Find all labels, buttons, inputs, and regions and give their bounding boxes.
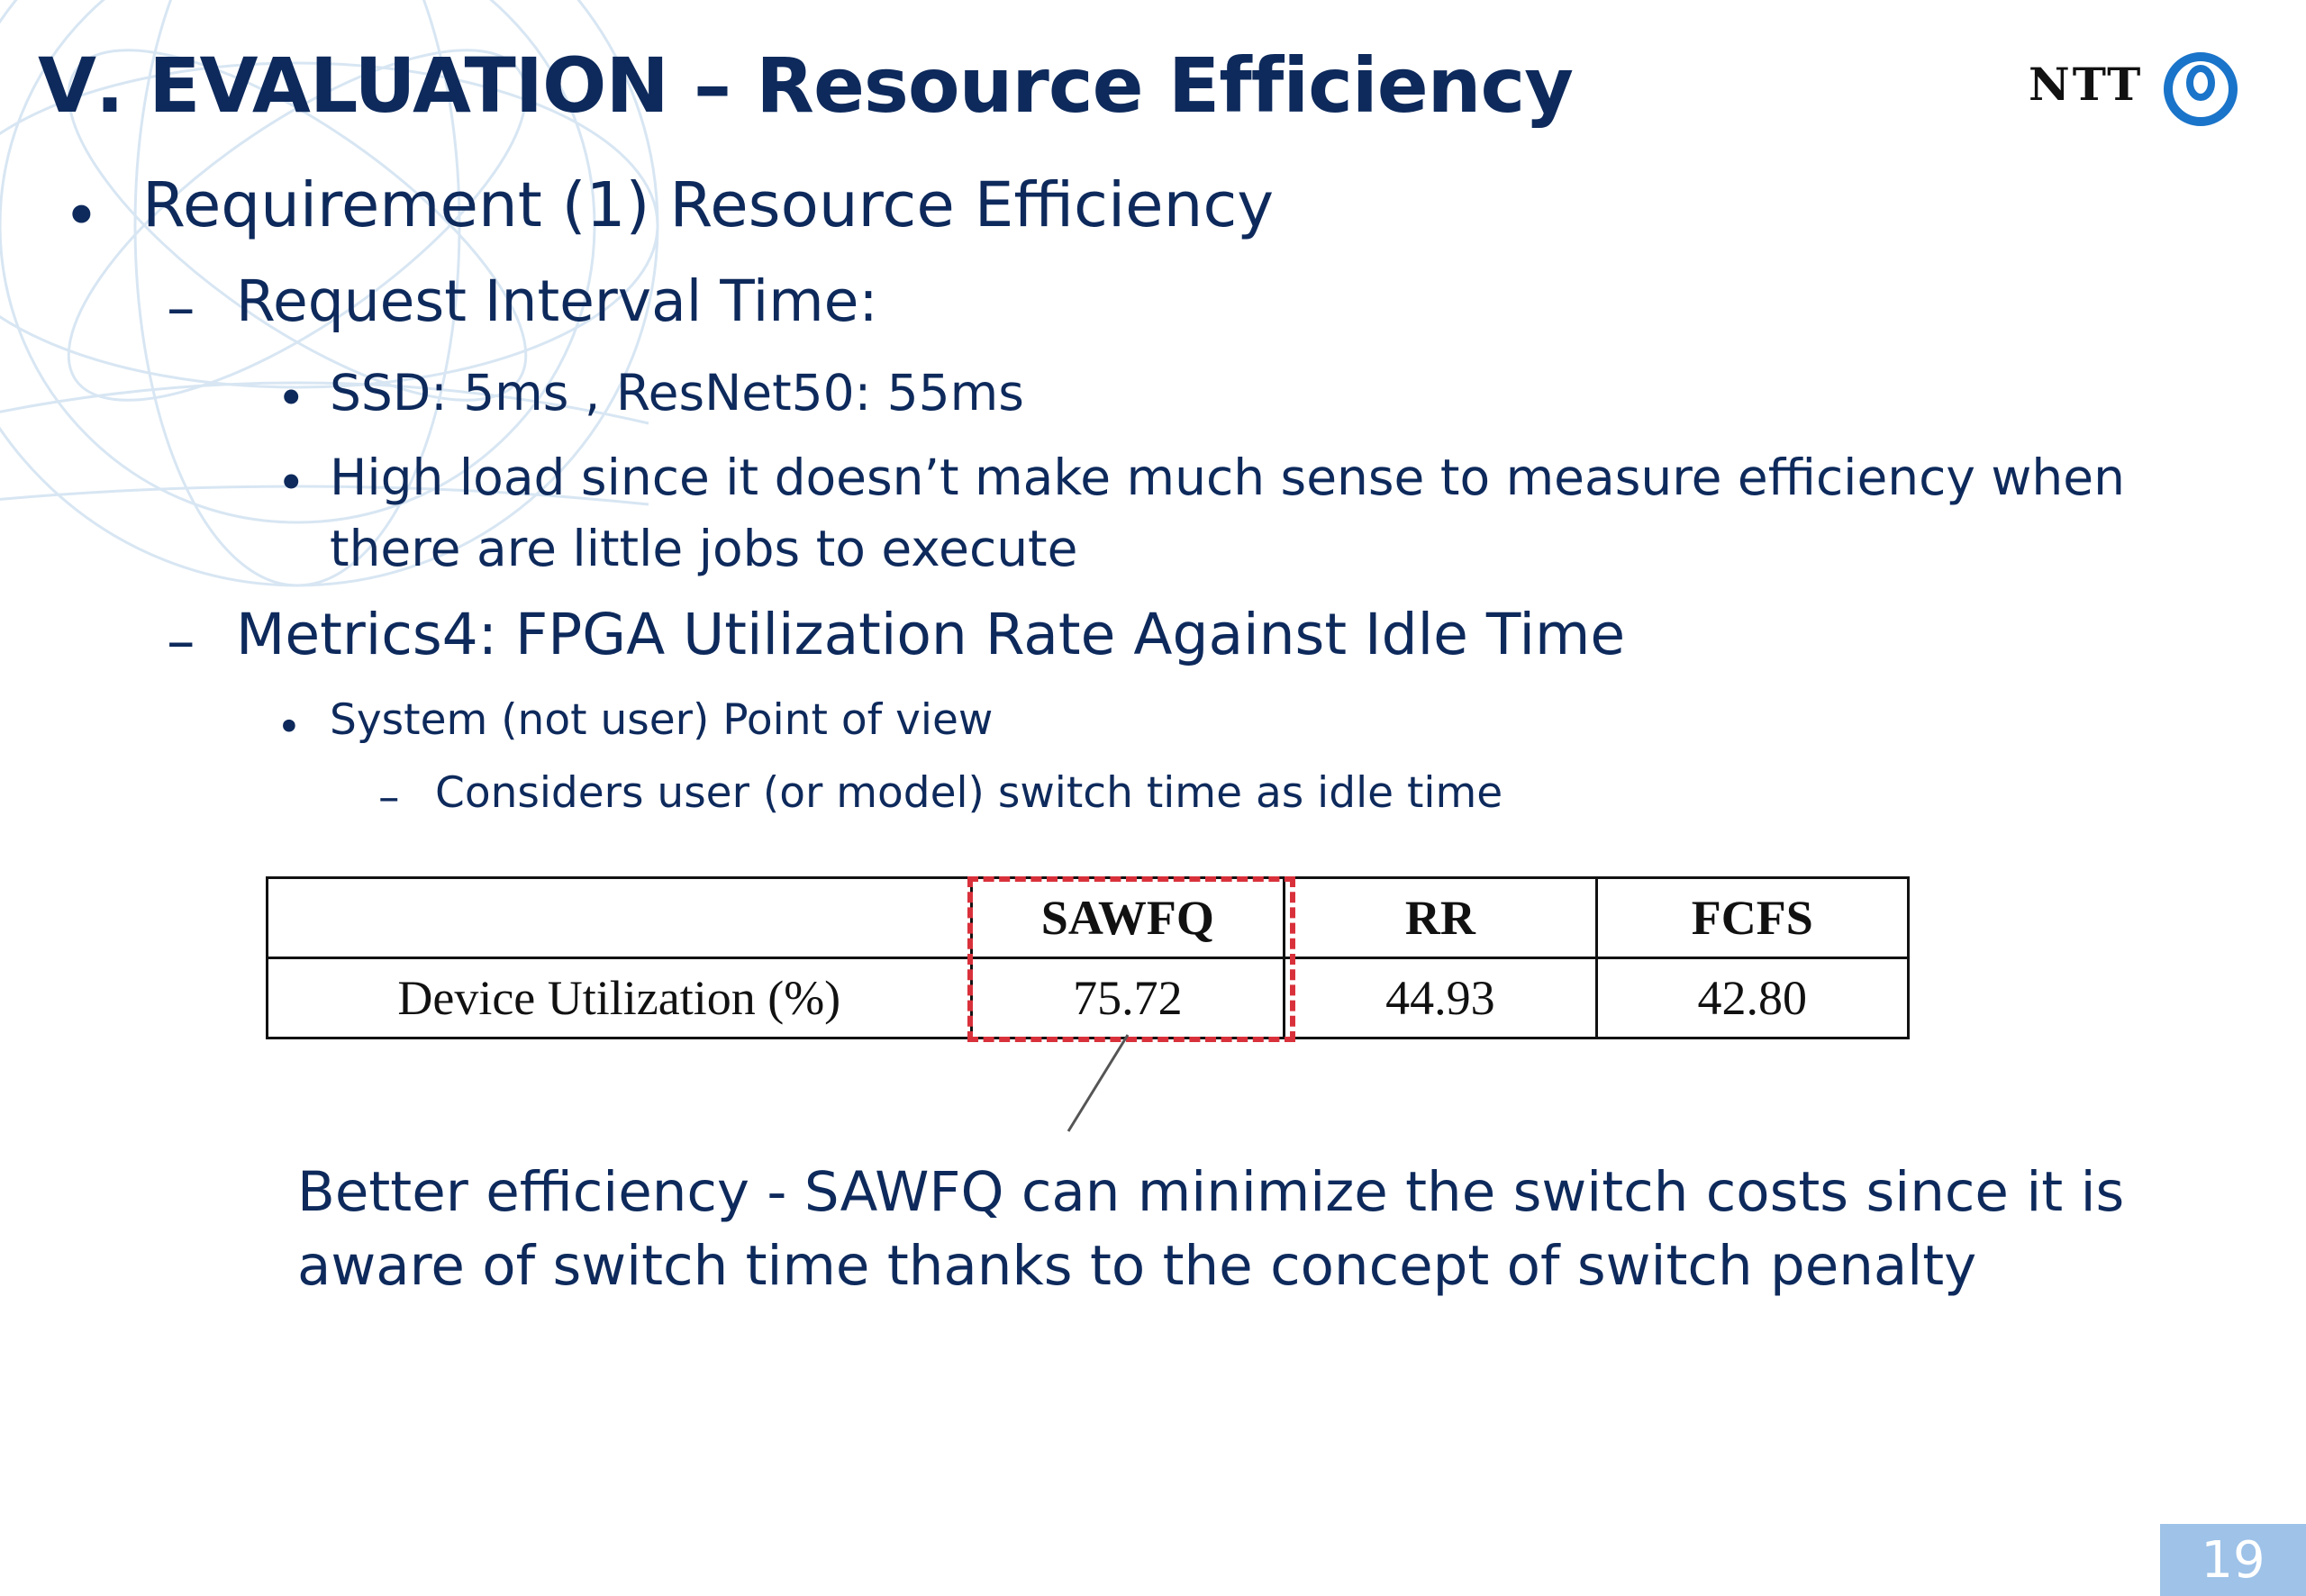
- table-row: Device Utilization (%) 75.72 44.93 42.80: [266, 957, 1911, 1039]
- system-view-bullet: System (not user) Point of view: [330, 695, 994, 745]
- table-header-empty: [266, 876, 973, 959]
- row-label: Device Utilization (%): [266, 957, 973, 1039]
- callout-line-1: Better efficiency - SAWFQ can minimize t…: [297, 1160, 2125, 1224]
- bullet-dot-icon: •: [63, 180, 100, 252]
- table-header-rr: RR: [1283, 876, 1598, 959]
- sawfq-highlight-box: [967, 876, 1295, 1042]
- high-load-line-2: there are little jobs to execute: [330, 520, 1078, 577]
- dash-icon: –: [167, 608, 195, 674]
- utilization-table: SAWFQ RR FCFS Device Utilization (%) 75.…: [266, 876, 1911, 1039]
- ntt-logo-mark-icon: [2164, 52, 2238, 126]
- globe-watermark: [0, 0, 659, 587]
- value-fcfs: 42.80: [1594, 957, 1911, 1039]
- high-load-line-1: High load since it doesn’t make much sen…: [330, 449, 2125, 506]
- dash-icon: –: [378, 773, 400, 822]
- value-sawfq: 75.72: [969, 957, 1286, 1039]
- dash-icon: –: [167, 275, 195, 340]
- metrics-heading: Metrics4: FPGA Utilization Rate Against …: [236, 602, 1626, 667]
- bullet-dot-icon: •: [277, 369, 306, 427]
- table-header-row: SAWFQ RR FCFS: [266, 876, 1911, 959]
- switch-idle-bullet: Considers user (or model) switch time as…: [435, 768, 1503, 818]
- callout-text: Better efficiency - SAWFQ can minimize t…: [297, 1156, 2124, 1303]
- callout-line-2: aware of switch time thanks to the conce…: [297, 1234, 1977, 1298]
- value-rr: 44.93: [1283, 957, 1598, 1039]
- bullet-dot-icon: •: [277, 454, 306, 512]
- interval-values: SSD: 5ms , ResNet50: 55ms: [330, 364, 1024, 422]
- requirement-bullet: Requirement (1) Resource Efficiency: [142, 169, 1275, 241]
- table-header-fcfs: FCFS: [1594, 876, 1911, 959]
- logo-text: NTT: [2029, 58, 2144, 111]
- slide-title: Ⅴ. EVALUATION – Resource Efficiency: [38, 41, 1574, 130]
- page-number-badge: 19: [2160, 1524, 2306, 1596]
- interval-heading: Request Interval Time:: [236, 268, 878, 334]
- bullet-dot-icon: •: [277, 703, 302, 752]
